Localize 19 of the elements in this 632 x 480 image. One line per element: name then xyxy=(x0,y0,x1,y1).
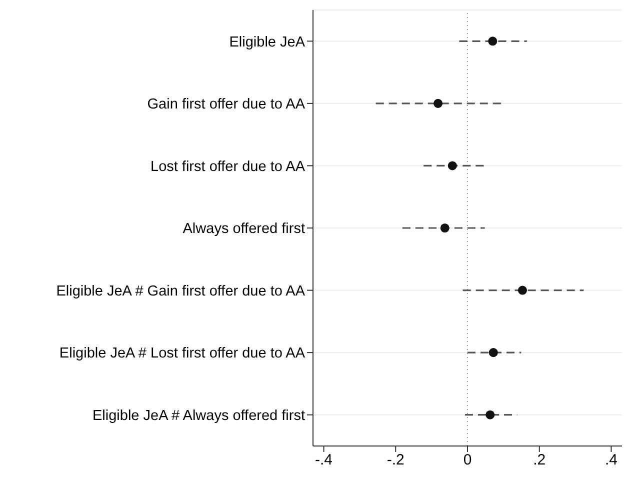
y-tick-label: Eligible JeA # Always offered first xyxy=(92,408,305,424)
y-tick-label: Eligible JeA xyxy=(229,34,306,50)
x-tick-label: 0 xyxy=(463,452,472,469)
x-tick-label: .4 xyxy=(604,452,618,469)
y-tick-label: Eligible JeA # Lost first offer due to AA xyxy=(59,346,306,362)
x-tick-label: .2 xyxy=(533,452,546,469)
y-tick-label: Always offered first xyxy=(182,221,305,238)
point xyxy=(518,286,527,295)
point xyxy=(488,348,498,358)
point xyxy=(488,36,498,46)
y-tick-label: Eligible JeA # Gain first offer due to AA xyxy=(56,283,306,300)
x-tick-label: -.4 xyxy=(315,452,333,469)
point xyxy=(448,161,457,170)
y-tick-label: Gain first offer due to AA xyxy=(147,96,306,113)
point xyxy=(486,410,495,420)
point xyxy=(434,98,443,108)
x-tick-label: -.2 xyxy=(386,452,404,469)
y-tick-label: Lost first offer due to AA xyxy=(150,158,306,175)
point xyxy=(440,223,450,233)
